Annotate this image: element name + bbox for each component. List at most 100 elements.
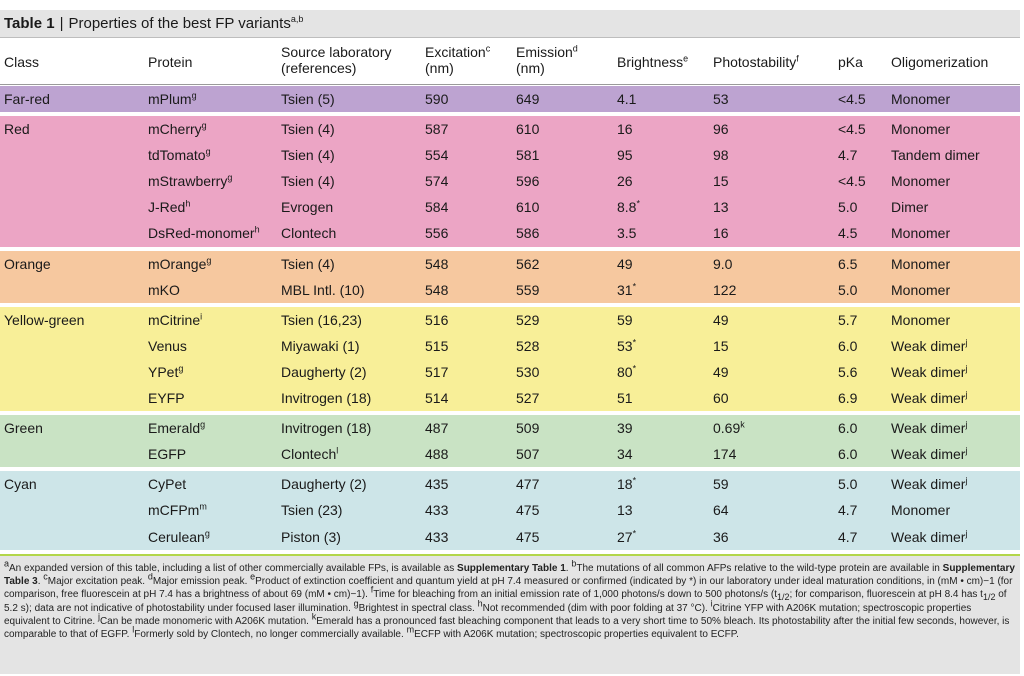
class-name: Green [4,420,43,437]
source-laboratory: Clontech [281,220,336,246]
footnote-mark: i [200,311,203,322]
oligomerization-value: Monomer [891,251,950,277]
column-header-text: Photostability [713,54,797,70]
excitation-value-text: 433 [425,528,449,545]
table-row: EYFP Invitrogen (18) 514 527 51 60 6.9 Weak dim… [0,385,1020,411]
photostability-value: 98 [713,142,729,168]
protein-name-text: Cerulean [148,528,205,545]
protein-name-text: Emerald [148,420,201,437]
oligomerization-value-text: Dimer [891,199,929,216]
oligomerization-value-text: Monomer [891,281,951,298]
emission-value: 562 [516,251,539,277]
protein-name: mStrawberryg [148,168,232,194]
source-laboratory-text: Daugherty (2) [281,363,367,380]
brightness-value-text: 3.5 [617,225,637,242]
photostability-value-text: 13 [713,199,729,216]
brightness-value: 49 [617,251,633,277]
protein-name: DsRed-monomerh [148,220,260,246]
pka-value-text: 6.0 [838,337,858,354]
footnote-mark: a [4,558,10,569]
pka-value: 6.0 [838,333,857,359]
emission-value: 530 [516,359,539,385]
pka-value: 6.5 [838,251,857,277]
brightness-value: 26 [617,168,633,194]
pka-value: 4.7 [838,524,857,550]
footnote-text: aAn expanded version of this table, incl… [4,558,1015,641]
column-header: Oligomerization [891,54,988,70]
class-name: Cyan [4,476,37,493]
source-laboratory: Tsien (4) [281,251,335,277]
column-header-footnote-mark: c [485,43,491,54]
pka-value: 4.7 [838,142,857,168]
table-row: Venus Miyawaki (1) 515 528 53* 15 6.0 Weak dime… [0,333,1020,359]
source-laboratory: Invitrogen (18) [281,385,371,411]
excitation-value: 587 [425,116,448,142]
oligomerization-value: Weak dimerj [891,333,967,359]
brightness-value-text: 53 [617,337,633,354]
photostability-value-text: 96 [713,121,729,138]
excitation-value: 488 [425,441,448,467]
photostability-value: 49 [713,359,729,385]
photostability-value-text: 0.69 [713,420,741,437]
protein-name-text: Venus [148,337,187,354]
source-laboratory-text: Piston (3) [281,528,341,545]
footnote-mark: j [965,475,968,486]
photostability-value: 122 [713,277,736,303]
photostability-value-text: 9.0 [713,255,733,272]
photostability-value-text: 59 [713,476,729,493]
photostability-value: 36 [713,524,729,550]
photostability-value: 9.0 [713,251,732,277]
excitation-value-text: 584 [425,199,449,216]
column-header: Class [4,54,39,70]
protein-name: Ceruleang [148,524,210,550]
oligomerization-value: Monomer [891,307,950,333]
footnote-mark: e [250,571,256,582]
pka-value-text: <4.5 [838,121,866,138]
brightness-value: 95 [617,142,633,168]
footnote-mark: * [632,475,637,486]
excitation-value: 556 [425,220,448,246]
table-title-bar: Table 1 | Properties of the best FP varian… [0,10,1020,38]
footnote-mark: h [185,198,191,209]
excitation-value: 517 [425,359,448,385]
footnote-mark: g [200,419,206,430]
excitation-value: 487 [425,415,448,441]
emission-value-text: 530 [516,363,540,380]
footnote-mark: m [406,624,415,635]
footnote-mark: m [199,501,207,512]
protein-name: YPetg [148,359,183,385]
table-row: DsRed-monomerh Clontech 556 586 3.5 16 4.5 Mono… [0,220,1020,246]
oligomerization-value: Dimer [891,194,928,220]
excitation-value: 590 [425,86,448,112]
column-header-text: Brightness [617,54,684,70]
excitation-value-text: 587 [425,121,449,138]
emission-value: 507 [516,441,539,467]
footnote-mark: * [632,363,637,374]
protein-name-text: mOrange [148,255,207,272]
class-name: Red [4,121,30,138]
table-row: mOrangeg Tsien (4) 548 562 49 9.0 6.5 Monomer [0,251,1020,277]
table-row: mKO MBL Intl. (10) 548 559 31* 122 5.0 Monomer [0,277,1020,303]
oligomerization-value-text: Weak dimer [891,363,966,380]
protein-name-text: mKO [148,281,180,298]
photostability-value: 49 [713,307,729,333]
source-laboratory-text: Invitrogen (18) [281,390,372,407]
brightness-value: 16 [617,116,633,142]
brightness-value-text: 27 [617,528,633,545]
protein-name-text: tdTomato [148,147,206,164]
source-laboratory-text: Clontech [281,446,337,463]
footnote-mark: h [254,224,260,235]
class-group: Green Emeraldg Invitrogen (18) 487 509 39 0.69… [0,415,1020,468]
oligomerization-value-text: Weak dimer [891,337,966,354]
photostability-value: 59 [713,471,729,497]
footnote-mark: j [965,527,968,538]
protein-name-text: EYFP [148,390,185,407]
pka-value: 6.0 [838,441,857,467]
source-laboratory: Tsien (23) [281,497,342,523]
oligomerization-value: Monomer [891,86,950,112]
oligomerization-value-text: Weak dimer [891,420,966,437]
brightness-value: 3.5 [617,220,636,246]
brightness-value: 80* [617,359,636,385]
excitation-value-text: 488 [425,446,449,463]
photostability-value: 96 [713,116,729,142]
